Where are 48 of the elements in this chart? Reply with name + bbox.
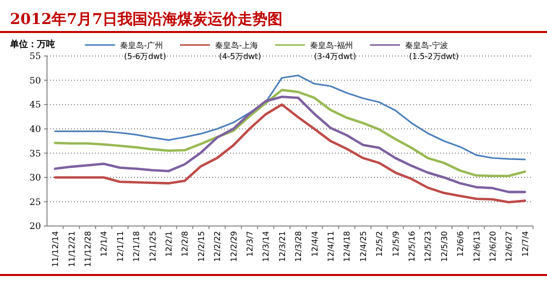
x-tick-label: 12/2/8 [180, 231, 190, 257]
x-tick-label: 12/2/22 [213, 231, 222, 262]
chart-title: 2012年7月7日我国沿海煤炭运价走势图 [10, 10, 283, 28]
x-tick-label: 12/6/27 [504, 231, 514, 262]
x-tick-label: 12/1/11 [116, 231, 125, 262]
x-tick-label: 12/6/20 [488, 231, 498, 262]
x-tick-label: 11/12/14 [51, 231, 60, 267]
x-tick-label: 12/3/28 [294, 231, 304, 262]
x-tick-label: 12/5/23 [424, 231, 433, 262]
x-tick-label: 12/4/25 [358, 231, 368, 262]
x-tick-label: 12/3/21 [278, 231, 287, 262]
y-tick-label: 45 [30, 100, 42, 111]
y-tick-label: 40 [30, 125, 42, 136]
x-tick-label: 12/4/18 [342, 231, 352, 262]
y-tick-label: 20 [30, 222, 42, 232]
legend-label: 秦皇岛-宁波 (1.5-2万dwt) [405, 41, 459, 61]
x-tick-label: 12/3/14 [262, 231, 271, 262]
line-series [54, 74, 526, 160]
x-tick-label: 11/12/28 [84, 231, 92, 267]
legend-label: 秦皇岛-上海 (4-5万dwt) [215, 41, 262, 61]
x-tick-label: 12/5/2 [375, 231, 384, 257]
x-tick-label: 12/4/4 [310, 231, 320, 257]
x-tick-label: 12/6/6 [456, 231, 466, 257]
x-tick-label: 12/7/4 [520, 231, 530, 257]
x-tick-label: 12/1/25 [148, 231, 158, 262]
x-tick-label: 12/5/30 [440, 231, 449, 262]
x-tick-label: 12/6/13 [472, 231, 482, 262]
line-series [54, 88, 526, 178]
x-tick-label: 12/3/7 [246, 231, 254, 257]
y-tick-label: 30 [30, 174, 42, 184]
x-tick-label: 12/4/11 [326, 231, 336, 262]
x-tick-label: 12/1/4 [100, 231, 109, 257]
y-axis-title: 单位：万吨 [9, 39, 55, 50]
legend-label: 秦皇岛-广州 (5-6万dwt) [120, 41, 166, 61]
y-tick-label: 25 [30, 198, 42, 208]
x-tick-label: 12/2/15 [196, 231, 206, 262]
line-series [54, 103, 526, 204]
y-tick-label: 50 [30, 76, 42, 86]
x-tick-label: 12/2/29 [229, 231, 238, 262]
x-tick-label: 12/5/9 [391, 231, 400, 257]
x-tick-label: 12/2/1 [164, 231, 174, 257]
x-tick-label: 11/12/21 [67, 231, 76, 267]
x-tick-label: 12/5/16 [408, 231, 416, 262]
x-tick-label: 12/1/18 [132, 231, 142, 262]
line-series [54, 96, 526, 194]
y-tick-label: 55 [30, 52, 42, 62]
y-tick-label: 35 [30, 149, 42, 160]
legend-label: 秦皇岛-福州 (3-4万dwt) [310, 41, 356, 61]
